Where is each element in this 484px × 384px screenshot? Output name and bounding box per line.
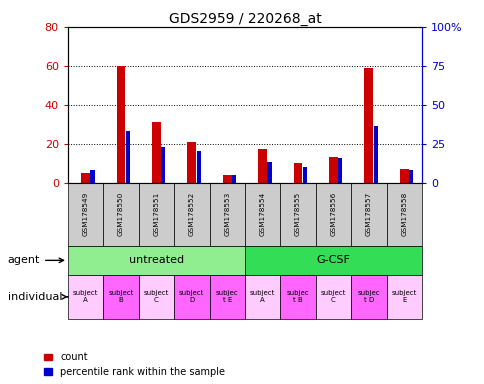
Text: GSM178556: GSM178556 [330,192,336,236]
Bar [125,131,130,182]
Text: subject
A: subject A [73,290,98,303]
Bar [68,275,103,319]
Text: GSM178553: GSM178553 [224,192,230,236]
Text: GSM178557: GSM178557 [365,192,371,236]
Bar [103,275,138,319]
Bar [68,182,103,246]
Text: subjec
t B: subjec t B [286,290,309,303]
Bar [350,275,386,319]
Text: subject
C: subject C [320,290,346,303]
Text: GSM178558: GSM178558 [400,192,407,236]
Bar [81,173,90,182]
Text: GSM178555: GSM178555 [294,192,301,236]
Bar [244,275,280,319]
Bar [267,162,271,182]
Bar [244,182,280,246]
Text: subject
D: subject D [179,290,204,303]
Bar [90,170,94,182]
Bar [363,68,373,182]
Bar [315,182,350,246]
Bar [408,170,412,182]
Bar [174,182,209,246]
Text: agent: agent [8,255,63,265]
Bar [373,126,377,182]
Bar [116,66,125,182]
Text: subject
B: subject B [108,290,134,303]
Bar [315,275,350,319]
Text: subjec
t D: subjec t D [357,290,379,303]
Bar [302,167,306,182]
Bar [222,175,231,182]
Bar [209,182,244,246]
Text: subject
C: subject C [143,290,169,303]
Bar [138,182,174,246]
Text: GSM178554: GSM178554 [259,192,265,236]
Bar [174,275,209,319]
Bar [293,163,302,182]
Bar [280,182,315,246]
Bar [399,169,408,182]
Bar [337,157,342,182]
Bar [328,157,337,182]
Bar [386,182,421,246]
Bar [257,149,267,182]
Text: GSM178551: GSM178551 [153,192,159,236]
Bar [280,275,315,319]
Bar [68,246,244,275]
Bar [161,147,165,182]
Text: subject
A: subject A [249,290,275,303]
Text: individual: individual [8,292,68,302]
Bar [231,175,236,182]
Bar [187,142,196,182]
Bar [196,151,200,182]
Bar [244,246,421,275]
Text: untreated: untreated [129,255,183,265]
Bar [209,275,244,319]
Text: G-CSF: G-CSF [316,255,349,265]
Bar [151,122,161,182]
Text: GSM178549: GSM178549 [82,192,89,236]
Bar [103,182,138,246]
Bar [350,182,386,246]
Text: subjec
t E: subjec t E [215,290,238,303]
Text: subject
E: subject E [391,290,416,303]
Bar [138,275,174,319]
Legend: count, percentile rank within the sample: count, percentile rank within the sample [44,353,225,377]
Bar [386,275,421,319]
Title: GDS2959 / 220268_at: GDS2959 / 220268_at [168,12,320,26]
Text: GSM178552: GSM178552 [188,192,195,236]
Text: GSM178550: GSM178550 [118,192,124,236]
